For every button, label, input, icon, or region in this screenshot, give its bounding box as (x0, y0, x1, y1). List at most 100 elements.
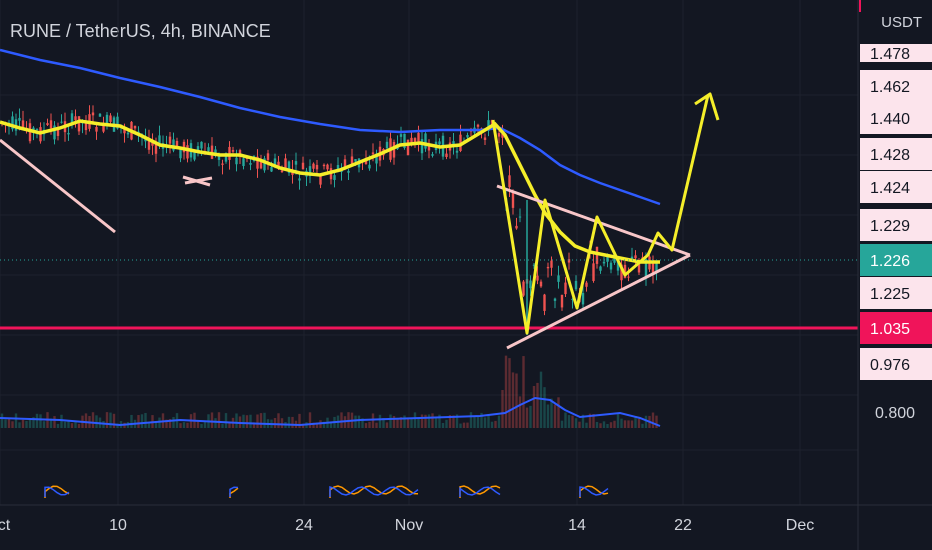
price-label-box (860, 138, 932, 170)
candle-body (406, 139, 410, 156)
candle-body (371, 152, 375, 155)
volume-bar (529, 405, 532, 428)
candle-body (102, 125, 105, 132)
candle-body (550, 260, 553, 268)
candle-body (431, 154, 434, 156)
candle-body (77, 116, 81, 132)
oscillator-signal-line (329, 485, 419, 497)
volume-bar (504, 355, 508, 428)
volume-bar (214, 418, 217, 428)
candle-body (221, 163, 224, 165)
candlesticks (0, 105, 658, 335)
volume-bar (396, 418, 399, 428)
volume-bar (0, 413, 4, 428)
candle-body (126, 132, 130, 135)
volume-bar (42, 421, 46, 428)
candle-body (347, 170, 350, 173)
candle-body (14, 119, 18, 131)
price-label-box (860, 244, 932, 276)
volume-bar (186, 422, 189, 428)
candle-body (392, 141, 396, 158)
volume-bar (277, 413, 280, 428)
candle-body (18, 117, 21, 121)
volume-bar (539, 371, 543, 428)
volume-bar (130, 414, 133, 428)
candle-body (35, 128, 39, 130)
volume-bar (434, 418, 438, 428)
candle-body (466, 135, 469, 138)
candle-body (581, 292, 585, 305)
volume-bar (147, 422, 151, 428)
price-label-text: 0.976 (870, 357, 910, 374)
price-label-box (860, 348, 932, 380)
candle-body (109, 115, 112, 122)
volume-bar (501, 389, 504, 428)
candle-body (609, 262, 613, 270)
volume-bar (357, 415, 361, 428)
volume-bar (28, 418, 32, 428)
volume-bar (571, 415, 574, 428)
pink-trend-line (0, 138, 116, 234)
candle-body (571, 298, 574, 300)
candle-body (53, 125, 56, 140)
candle-body (196, 146, 200, 152)
volume-bar (494, 420, 497, 428)
volume-bar (25, 420, 28, 428)
volume-bar (592, 413, 595, 428)
candle-body (98, 113, 102, 117)
candle-body (319, 175, 322, 185)
volume-bar (630, 420, 634, 428)
volume-bar (588, 413, 592, 428)
volume-bar (14, 413, 18, 428)
candle-body (375, 153, 378, 164)
volume-bar (217, 412, 221, 428)
volume-bar (637, 418, 641, 428)
volume-bar (564, 412, 567, 428)
candle-body (11, 116, 14, 130)
volume-bar (508, 358, 511, 428)
candle-body (186, 145, 189, 159)
moving-averages (0, 48, 661, 264)
volume-bar (273, 417, 277, 428)
volume-bar (112, 413, 116, 428)
candle-body (620, 264, 623, 281)
volume-bar (221, 423, 224, 428)
volume-bar (375, 422, 378, 428)
candle-body (56, 127, 60, 136)
candle-body (424, 133, 427, 149)
candle-body (49, 120, 53, 129)
candle-body (116, 116, 119, 129)
volume-bar (389, 414, 392, 428)
volume-bar (368, 421, 371, 428)
volume-bar (361, 418, 364, 428)
price-label-text: 1.229 (870, 218, 910, 235)
volume-bar (182, 422, 186, 428)
volume-bar (224, 413, 228, 428)
price-label-text: 1.035 (870, 321, 910, 338)
time-axis: ct 10 24 Nov 14 22 Dec (0, 504, 932, 534)
volume-bar (67, 421, 70, 428)
candle-body (46, 123, 49, 126)
volume-bar (18, 422, 21, 428)
candle-body (522, 281, 525, 296)
candle-body (350, 156, 354, 165)
time-tick-label: 10 (109, 517, 127, 534)
volume-bar (116, 423, 119, 428)
volume-bar (518, 396, 522, 428)
price-label-text: 1.225 (870, 286, 910, 303)
candle-body (529, 280, 532, 289)
candle-body (273, 158, 277, 166)
candle-body (536, 275, 539, 281)
price-axis: 1.478 1.462 1.440 1.428 1.424 1.229 1.226 1.225… (857, 0, 932, 550)
candle-body (172, 139, 175, 151)
volume-bar (511, 372, 515, 428)
volume-bar (476, 416, 480, 428)
candle-body (599, 266, 602, 271)
candle-body (606, 255, 609, 262)
volume-bar (77, 423, 81, 428)
candle-body (368, 164, 371, 169)
candle-body (644, 258, 648, 278)
price-label-box (860, 70, 932, 102)
candle-body (154, 143, 158, 154)
